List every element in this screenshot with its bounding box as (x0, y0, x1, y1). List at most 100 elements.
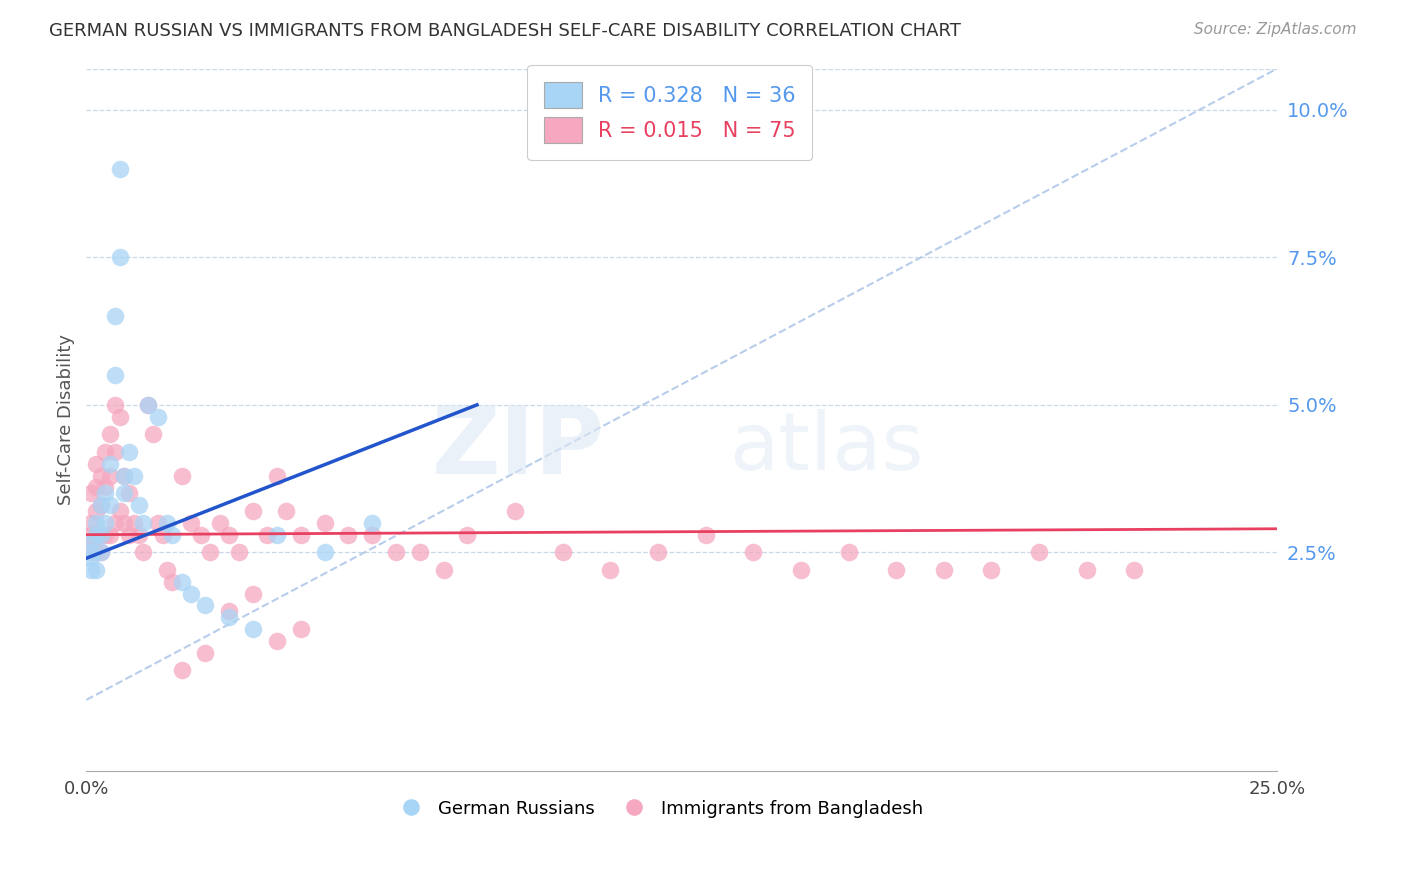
Point (385, 545, 408, 559)
Point (695, 527, 717, 541)
Point (266, 527, 288, 541)
Point (84, 504, 107, 518)
Point (80, 533, 103, 548)
Point (218, 610, 240, 624)
Point (112, 468, 135, 483)
Point (242, 622, 264, 636)
Point (156, 563, 179, 577)
Point (80, 486, 103, 500)
Point (218, 604, 240, 618)
Point (456, 527, 478, 541)
Point (1028, 545, 1050, 559)
Point (136, 398, 159, 412)
Point (118, 486, 141, 500)
Point (94, 445, 117, 459)
Point (122, 516, 145, 530)
Point (90, 468, 112, 483)
Point (94, 527, 117, 541)
Legend: German Russians, Immigrants from Bangladesh: German Russians, Immigrants from Banglad… (385, 792, 931, 825)
Point (218, 527, 240, 541)
Point (790, 563, 813, 577)
Point (1123, 563, 1146, 577)
Point (170, 468, 193, 483)
Point (94, 480, 117, 494)
Point (180, 516, 202, 530)
Point (198, 545, 221, 559)
Point (190, 527, 212, 541)
Point (142, 427, 165, 442)
Point (80, 516, 103, 530)
Point (90, 498, 112, 512)
Point (409, 545, 432, 559)
Text: ZIP: ZIP (432, 401, 605, 493)
Y-axis label: Self-Care Disability: Self-Care Disability (58, 334, 75, 505)
Point (194, 646, 217, 660)
Point (160, 574, 183, 589)
Text: Source: ZipAtlas.com: Source: ZipAtlas.com (1194, 22, 1357, 37)
Point (170, 664, 193, 678)
Point (180, 587, 202, 601)
Point (932, 563, 955, 577)
Point (90, 498, 112, 512)
Point (94, 516, 117, 530)
Point (136, 398, 159, 412)
Point (242, 587, 264, 601)
Point (104, 398, 127, 412)
Point (884, 563, 907, 577)
Point (1076, 563, 1098, 577)
Point (112, 516, 135, 530)
Point (838, 545, 860, 559)
Point (276, 504, 298, 518)
Point (84, 527, 107, 541)
Point (647, 545, 669, 559)
Point (266, 633, 288, 648)
Point (128, 498, 150, 512)
Point (98, 468, 121, 483)
Point (104, 516, 127, 530)
Point (84, 516, 107, 530)
Point (132, 516, 155, 530)
Point (94, 486, 117, 500)
Point (80, 551, 103, 566)
Point (160, 527, 183, 541)
Point (98, 498, 121, 512)
Point (80, 545, 103, 559)
Point (242, 504, 264, 518)
Point (80, 527, 103, 541)
Point (98, 427, 121, 442)
Point (194, 599, 217, 613)
Point (108, 504, 131, 518)
Point (980, 563, 1002, 577)
Point (551, 545, 574, 559)
Point (361, 527, 384, 541)
Point (337, 527, 360, 541)
Point (228, 545, 250, 559)
Point (90, 527, 112, 541)
Point (84, 545, 107, 559)
Point (84, 457, 107, 471)
Point (104, 368, 127, 383)
Point (84, 480, 107, 494)
Point (361, 516, 384, 530)
Point (290, 622, 312, 636)
Point (112, 486, 135, 500)
Point (80, 540, 103, 554)
Point (208, 516, 231, 530)
Point (98, 527, 121, 541)
Point (108, 161, 131, 176)
Point (84, 563, 107, 577)
Point (90, 527, 112, 541)
Point (122, 468, 145, 483)
Point (256, 527, 278, 541)
Point (170, 574, 193, 589)
Point (146, 409, 169, 424)
Point (104, 445, 127, 459)
Point (132, 545, 155, 559)
Text: GERMAN RUSSIAN VS IMMIGRANTS FROM BANGLADESH SELF-CARE DISABILITY CORRELATION CH: GERMAN RUSSIAN VS IMMIGRANTS FROM BANGLA… (49, 22, 962, 40)
Point (118, 445, 141, 459)
Point (98, 457, 121, 471)
Point (90, 545, 112, 559)
Point (118, 527, 141, 541)
Point (128, 527, 150, 541)
Point (314, 545, 336, 559)
